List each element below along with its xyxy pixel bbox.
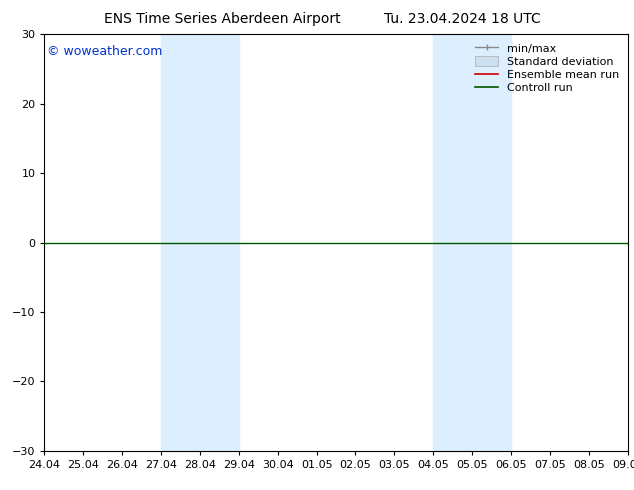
Text: ENS Time Series Aberdeen Airport: ENS Time Series Aberdeen Airport <box>103 12 340 26</box>
Bar <box>433 34 511 451</box>
Legend: min/max, Standard deviation, Ensemble mean run, Controll run: min/max, Standard deviation, Ensemble me… <box>472 40 622 97</box>
Bar <box>161 34 239 451</box>
Text: © woweather.com: © woweather.com <box>48 45 163 58</box>
Text: Tu. 23.04.2024 18 UTC: Tu. 23.04.2024 18 UTC <box>384 12 541 26</box>
